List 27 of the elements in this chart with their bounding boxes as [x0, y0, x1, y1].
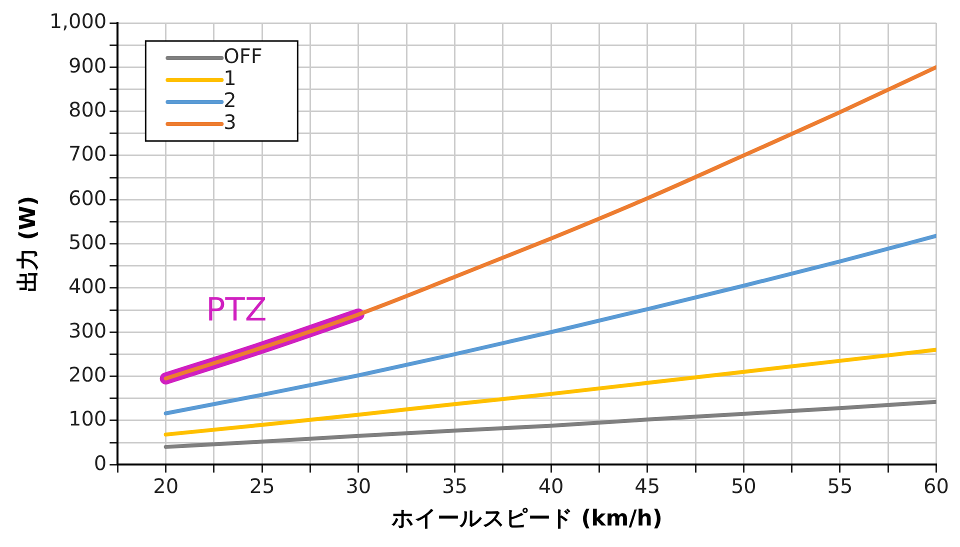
y-tick-label: 1,000: [49, 9, 107, 34]
x-tick-label: 35: [442, 474, 468, 498]
legend-label: OFF: [224, 44, 262, 68]
legend-label: 2: [224, 88, 236, 112]
x-tick-label: 45: [634, 474, 660, 498]
y-tick-label: 200: [68, 362, 107, 386]
y-tick-label: 600: [68, 186, 107, 210]
annotation: PTZ: [206, 290, 267, 329]
x-axis-title: ホイールスピード (km/h): [390, 506, 662, 532]
x-tick-label: 20: [153, 474, 179, 498]
x-tick-label: 60: [924, 474, 949, 498]
x-tick-label: 25: [249, 474, 275, 498]
y-axis-title: 出力 (W): [16, 196, 41, 292]
y-tick-label: 300: [68, 318, 107, 342]
x-tick-label: 40: [538, 474, 564, 498]
y-tick-label: 400: [68, 274, 107, 298]
y-tick-label: 500: [68, 230, 107, 254]
x-tick-label: 50: [730, 474, 756, 498]
legend-label: 3: [224, 110, 236, 134]
y-tick-label: 700: [68, 142, 107, 166]
x-tick-label: 30: [346, 474, 372, 498]
x-tick-label: 55: [827, 474, 853, 498]
y-tick-label: 900: [68, 53, 107, 78]
y-tick-label: 800: [68, 98, 107, 122]
y-tick-label: 0: [94, 450, 107, 475]
y-tick-label: 100: [68, 406, 107, 431]
legend-label: 1: [224, 66, 236, 90]
